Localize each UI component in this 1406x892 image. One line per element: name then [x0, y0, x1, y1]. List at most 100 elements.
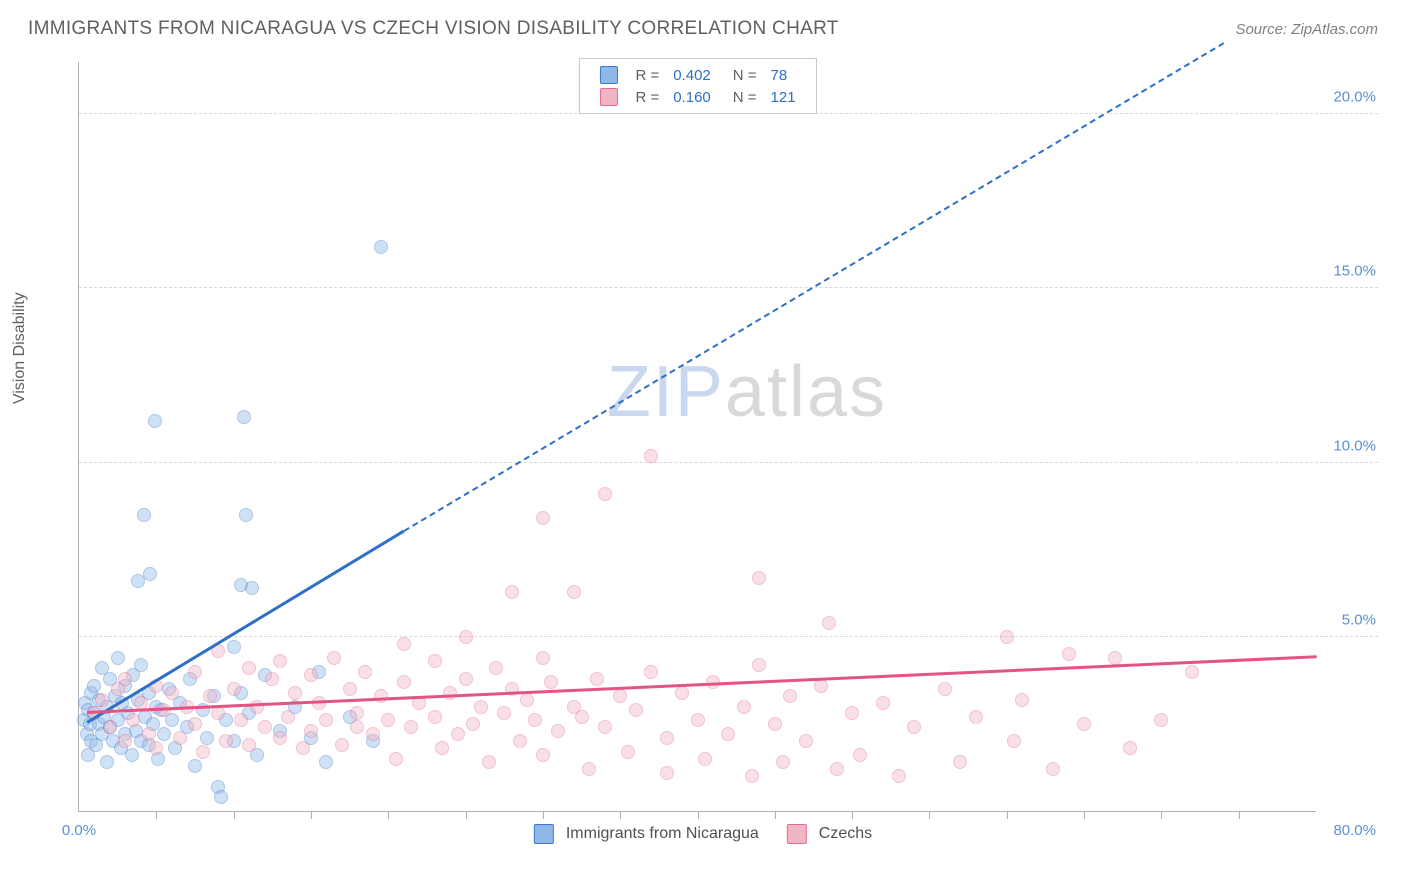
legend-series-item: Czechs [787, 824, 872, 844]
scatter-point [358, 665, 372, 679]
scatter-point [876, 696, 890, 710]
scatter-point [428, 654, 442, 668]
scatter-point [451, 727, 465, 741]
scatter-point [745, 769, 759, 783]
legend-n-value: 78 [765, 65, 802, 85]
scatter-point [188, 759, 202, 773]
scatter-point [304, 668, 318, 682]
scatter-point [474, 700, 488, 714]
scatter-point [237, 410, 251, 424]
legend-series-label: Immigrants from Nicaragua [566, 825, 759, 843]
scatter-point [466, 717, 480, 731]
scatter-point [613, 689, 627, 703]
scatter-point [188, 717, 202, 731]
scatter-point [644, 665, 658, 679]
legend-correlation-row: R =0.160N =121 [593, 87, 801, 107]
scatter-point [265, 672, 279, 686]
scatter-point [296, 741, 310, 755]
scatter-point [404, 720, 418, 734]
x-tick-label-min: 0.0% [62, 822, 96, 839]
scatter-point [853, 748, 867, 762]
legend-n-label: N = [719, 65, 763, 85]
scatter-point [814, 679, 828, 693]
scatter-point [1108, 651, 1122, 665]
scatter-point [1046, 762, 1060, 776]
scatter-point [691, 713, 705, 727]
x-tick [698, 811, 699, 819]
x-tick-label-max: 80.0% [1333, 822, 1376, 839]
scatter-point [87, 679, 101, 693]
plot-area: ZIPatlas R =0.402N =78R =0.160N =121 5.0… [78, 62, 1316, 812]
scatter-point [629, 703, 643, 717]
scatter-point [1062, 647, 1076, 661]
scatter-point [100, 755, 114, 769]
scatter-point [660, 731, 674, 745]
gridline-horizontal [79, 636, 1378, 637]
scatter-point [118, 734, 132, 748]
scatter-point [165, 686, 179, 700]
scatter-point [443, 686, 457, 700]
scatter-point [143, 567, 157, 581]
scatter-point [281, 710, 295, 724]
scatter-point [343, 682, 357, 696]
scatter-point [95, 693, 109, 707]
x-tick [388, 811, 389, 819]
scatter-point [544, 675, 558, 689]
chart-container: Vision Disability ZIPatlas R =0.402N =78… [28, 52, 1378, 850]
scatter-point [737, 700, 751, 714]
scatter-point [698, 752, 712, 766]
scatter-point [304, 724, 318, 738]
scatter-point [752, 571, 766, 585]
scatter-point [783, 689, 797, 703]
scatter-point [459, 630, 473, 644]
scatter-point [428, 710, 442, 724]
legend-correlation: R =0.402N =78R =0.160N =121 [578, 58, 816, 114]
scatter-point [234, 713, 248, 727]
scatter-point [520, 693, 534, 707]
scatter-point [211, 706, 225, 720]
scatter-point [134, 658, 148, 672]
scatter-point [598, 487, 612, 501]
scatter-point [1000, 630, 1014, 644]
scatter-point [435, 741, 449, 755]
x-tick [1161, 811, 1162, 819]
watermark-part-a: ZIP [607, 352, 725, 432]
scatter-point [288, 686, 302, 700]
scatter-point [242, 738, 256, 752]
scatter-point [273, 731, 287, 745]
x-tick [775, 811, 776, 819]
scatter-point [350, 706, 364, 720]
scatter-point [482, 755, 496, 769]
scatter-point [142, 727, 156, 741]
scatter-point [203, 689, 217, 703]
scatter-point [227, 682, 241, 696]
gridline-horizontal [79, 287, 1378, 288]
chart-title: IMMIGRANTS FROM NICARAGUA VS CZECH VISIO… [28, 18, 839, 40]
scatter-point [250, 700, 264, 714]
x-tick [929, 811, 930, 819]
y-tick-label: 15.0% [1322, 263, 1378, 280]
scatter-point [214, 790, 228, 804]
scatter-point [621, 745, 635, 759]
scatter-point [335, 738, 349, 752]
legend-series: Immigrants from Nicaragua Czechs [534, 824, 872, 844]
scatter-point [319, 713, 333, 727]
legend-r-value: 0.402 [667, 65, 717, 85]
legend-r-label: R = [629, 87, 665, 107]
scatter-point [536, 511, 550, 525]
scatter-point [768, 717, 782, 731]
scatter-point [327, 651, 341, 665]
scatter-point [938, 682, 952, 696]
scatter-point [953, 755, 967, 769]
scatter-point [799, 734, 813, 748]
scatter-point [752, 658, 766, 672]
scatter-point [822, 616, 836, 630]
scatter-point [173, 731, 187, 745]
x-tick [1239, 811, 1240, 819]
scatter-point [149, 741, 163, 755]
scatter-point [126, 713, 140, 727]
scatter-point [148, 414, 162, 428]
legend-swatch [534, 824, 554, 844]
scatter-point [381, 713, 395, 727]
scatter-point [459, 672, 473, 686]
